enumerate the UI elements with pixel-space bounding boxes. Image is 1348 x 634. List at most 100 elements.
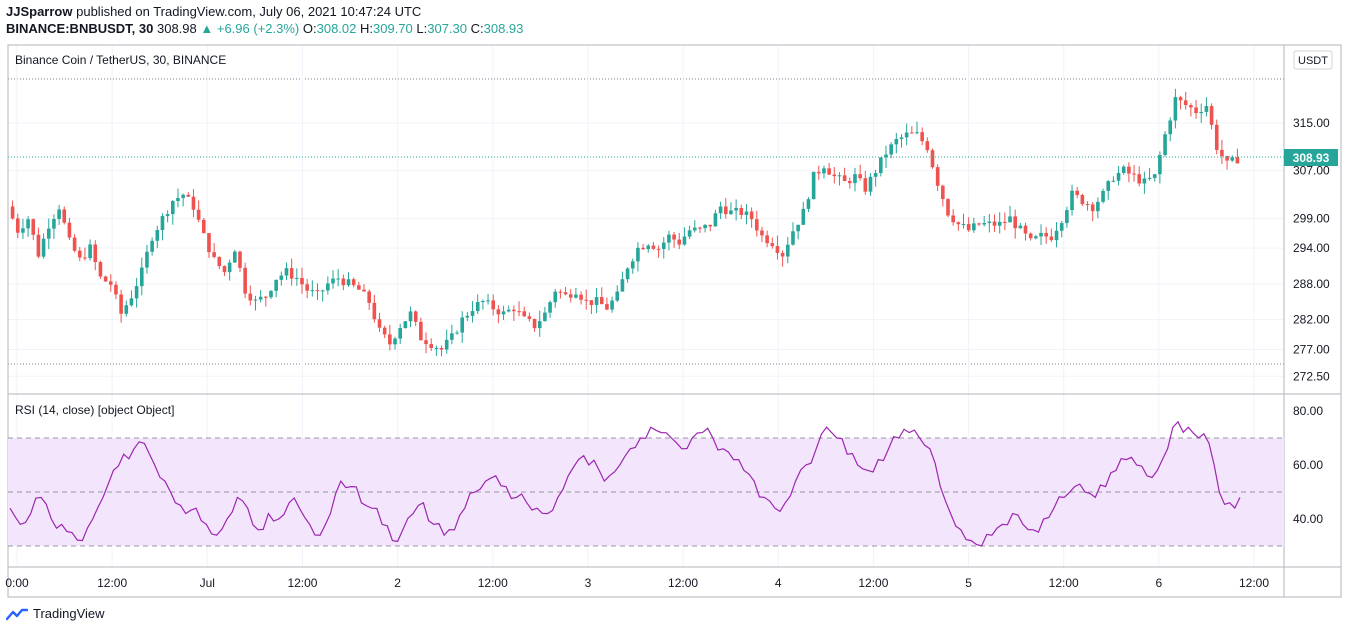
rsi-label: RSI (14, close) [object Object] [15, 403, 174, 417]
time-tick-label: 12:00 [97, 576, 127, 590]
price-tick-label: 294.00 [1293, 241, 1330, 255]
candle-body [1070, 190, 1074, 211]
candle-body [21, 228, 25, 233]
candle-body [982, 223, 986, 225]
candle-body [646, 245, 651, 250]
candle-body [703, 224, 707, 229]
candle-body [506, 309, 511, 312]
candle-body [1018, 225, 1023, 229]
candle-body [512, 309, 516, 312]
candle-body [134, 286, 139, 299]
candle-body [1173, 97, 1178, 121]
candle-body [377, 319, 382, 328]
candle-body [305, 284, 309, 291]
candle-body [863, 178, 868, 192]
time-tick-label: 4 [775, 576, 782, 590]
candle-body [718, 206, 723, 214]
candle-body [1049, 236, 1054, 241]
candle-body [331, 278, 335, 284]
candle-body [858, 174, 862, 179]
candle-body [1178, 97, 1183, 101]
publisher-name[interactable]: JJSparrow [6, 4, 73, 19]
candle-body [486, 300, 490, 302]
candle-body [475, 302, 480, 312]
candle-body [563, 292, 568, 295]
high-value: 309.70 [373, 21, 413, 36]
candle-body [196, 209, 201, 220]
candle-body [217, 256, 222, 267]
rsi-tick-label: 60.00 [1293, 458, 1323, 472]
candle-body [1059, 223, 1064, 231]
candle-body [558, 291, 563, 293]
candle-body [253, 299, 258, 301]
candle-body [284, 268, 289, 276]
candle-body [961, 224, 966, 226]
candle-body [749, 211, 754, 220]
candle-body [233, 251, 237, 263]
candle-body [842, 175, 847, 182]
time-tick-label: 0:00 [5, 576, 29, 590]
candle-body [258, 296, 263, 300]
candle-body [1163, 134, 1167, 156]
candle-body [1090, 204, 1095, 212]
candle-body [269, 290, 273, 298]
candle-body [677, 239, 682, 245]
candle-body [413, 311, 418, 322]
candle-body [160, 216, 165, 231]
candle-body [67, 222, 72, 238]
rsi-tick-label: 40.00 [1293, 512, 1323, 526]
currency-badge[interactable]: USDT [1293, 50, 1333, 70]
candle-body [785, 244, 790, 257]
candle-body [837, 175, 842, 177]
price-tick-label: 307.00 [1293, 164, 1330, 178]
candle-body [532, 318, 537, 329]
candle-body [264, 296, 268, 298]
candle-body [496, 309, 501, 315]
price-change: ▲ +6.96 (+2.3%) [200, 21, 300, 36]
candle-body [873, 173, 878, 177]
candle-body [816, 171, 821, 174]
symbol-info: BINANCE:BNBUSDT, 30 308.98 ▲ +6.96 (+2.3… [6, 21, 523, 36]
candle-body [615, 291, 620, 301]
candle-body [925, 141, 930, 151]
price-chart[interactable]: Binance Coin / TetherUS, 30, BINANCE USD… [0, 44, 1348, 600]
price-tick-label: 272.50 [1293, 369, 1330, 383]
candle-body [439, 347, 444, 350]
candle-body [191, 196, 196, 210]
candle-body [429, 344, 434, 349]
candle-body [775, 246, 780, 253]
candle-body [610, 300, 614, 310]
candle-body [1230, 157, 1235, 161]
candle-body [744, 211, 749, 215]
candle-body [372, 302, 377, 320]
rsi-pane: RSI (14, close) [object Object] 80.00 60.… [8, 403, 1323, 547]
candle-body [729, 210, 733, 215]
candle-body [723, 206, 728, 215]
price-tick-label: 277.00 [1293, 342, 1330, 356]
candle-body [1152, 174, 1157, 178]
candle-body [465, 315, 470, 318]
candle-body [72, 237, 77, 251]
candle-body [26, 219, 30, 229]
candle-body [170, 201, 175, 215]
candle-body [481, 300, 485, 303]
time-tick-label: 12:00 [668, 576, 698, 590]
candle-body [667, 234, 671, 243]
candle-body [966, 224, 971, 231]
candle-body [698, 227, 702, 229]
chart-frame [7, 44, 1342, 598]
candle-body [315, 290, 320, 292]
candle-body [36, 234, 41, 257]
candle-body [625, 268, 630, 280]
candle-body [1008, 216, 1012, 223]
candle-body [491, 300, 496, 310]
time-tick-label: 12:00 [287, 576, 317, 590]
footer-brand[interactable]: TradingView [6, 606, 105, 621]
time-tick-label: 5 [965, 576, 972, 590]
candle-body [367, 291, 371, 303]
time-tick-label: 12:00 [858, 576, 888, 590]
high-label: H: [360, 21, 373, 36]
candle-body [186, 194, 191, 197]
candle-body [584, 299, 589, 301]
candle-body [1225, 156, 1229, 161]
